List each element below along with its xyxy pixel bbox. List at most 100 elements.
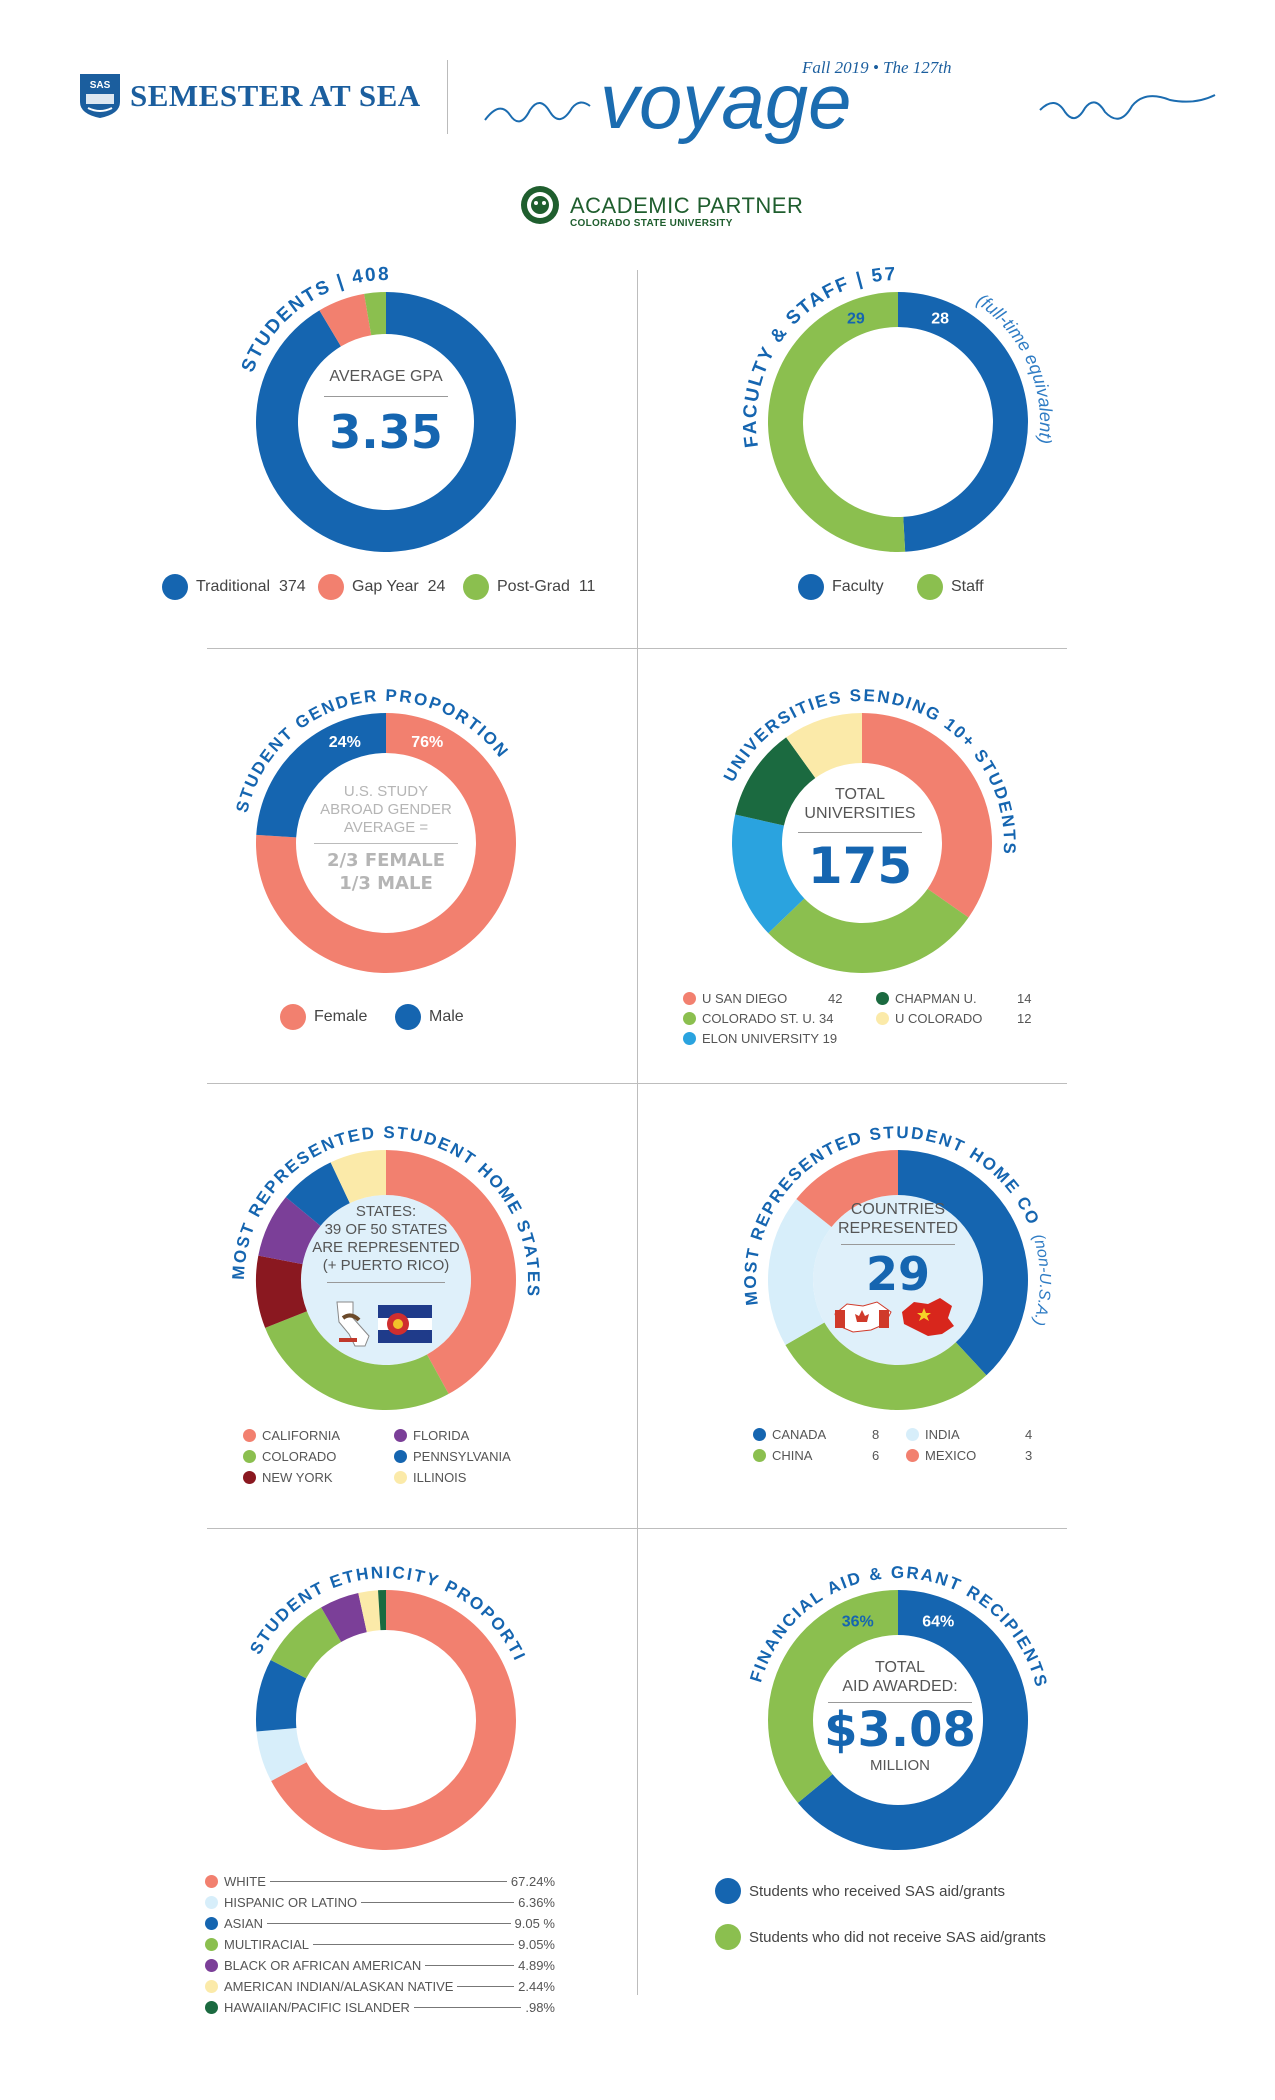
gender-center-bold: 2/3 FEMALE bbox=[326, 850, 446, 871]
voyage-script: voyage bbox=[480, 57, 1220, 150]
legend-canada: CANADA 8 bbox=[753, 1427, 879, 1442]
legend-dot bbox=[205, 1896, 218, 1909]
legend-chapman: CHAPMAN U. 14 bbox=[876, 991, 1031, 1006]
students-slice-0 bbox=[256, 292, 516, 552]
legend-ucolorado: U COLORADO 12 bbox=[876, 1011, 1031, 1026]
legend-value: 34 bbox=[819, 1011, 834, 1026]
legend-value: 6 bbox=[872, 1448, 880, 1463]
states-slice-3 bbox=[258, 1197, 321, 1265]
legend-dot bbox=[205, 1980, 218, 1993]
legend-china: CHINA 6 bbox=[753, 1448, 879, 1463]
legend-leader-line bbox=[269, 1881, 507, 1882]
legend-dot bbox=[906, 1449, 919, 1462]
legend-usd: U SAN DIEGO 42 bbox=[683, 991, 842, 1006]
ethnicity-slice-5 bbox=[358, 1590, 381, 1633]
legend-label: Male bbox=[429, 1008, 464, 1025]
grid-h1 bbox=[207, 648, 1067, 649]
legend-dot bbox=[205, 1959, 218, 1972]
aid-slice-0 bbox=[797, 1590, 1028, 1850]
legend-dot bbox=[318, 574, 344, 600]
legend-label: WHITE bbox=[224, 1874, 266, 1889]
grid-h3 bbox=[207, 1528, 1067, 1529]
legend-label: Gap Year bbox=[352, 578, 419, 595]
legend-leader-line bbox=[267, 1923, 511, 1924]
countries-slice-2 bbox=[768, 1198, 832, 1345]
legend-staff: Staff bbox=[917, 574, 984, 600]
sas-logo-badge: SAS bbox=[78, 72, 122, 120]
legend-value: 14 bbox=[1017, 991, 1032, 1006]
aid-center-unit: MILLION bbox=[869, 1757, 930, 1774]
legend-value: .98% bbox=[525, 2000, 555, 2015]
legend-faculty: Faculty bbox=[798, 574, 884, 600]
legend-value: 9.05 % bbox=[514, 1916, 555, 1931]
legend-label: BLACK OR AFRICAN AMERICAN bbox=[224, 1958, 422, 1973]
gender-center-line: ABROAD GENDER bbox=[320, 801, 452, 818]
gender-center-line: U.S. STUDY bbox=[343, 783, 429, 800]
states-slice-1 bbox=[265, 1311, 449, 1410]
legend-label: Students who received SAS aid/grants bbox=[749, 1882, 1005, 1900]
legend-dot bbox=[715, 1924, 741, 1950]
legend-label: Post-Grad bbox=[497, 578, 570, 595]
legend-dot bbox=[394, 1471, 407, 1484]
legend-value: 9.05% bbox=[518, 1937, 555, 1952]
legend-label: FLORIDA bbox=[413, 1428, 470, 1443]
legend-label: INDIA bbox=[925, 1427, 960, 1442]
voyage-subtitle: Fall 2019 • The 127th bbox=[802, 58, 952, 77]
aid-center: TOTAL AID AWARDED: $3.08 MILLION bbox=[820, 1658, 980, 1774]
legend-csu: COLORADO ST. U. 34 bbox=[683, 1011, 834, 1026]
states-slice-2 bbox=[255, 1255, 307, 1328]
universities-slice-0 bbox=[862, 713, 992, 918]
universities-slice-2 bbox=[731, 814, 805, 934]
ethnicity-slice-4 bbox=[321, 1592, 367, 1642]
ethnicity-legend: WHITE 67.24% HISPANIC OR LATINO 6.36% ASIAN 9… bbox=[205, 1871, 555, 2018]
gender-slice-0 bbox=[256, 713, 516, 973]
legend-value: 67.24% bbox=[510, 1874, 555, 1889]
legend-dot bbox=[876, 992, 889, 1005]
ethnicity-slice-2 bbox=[256, 1659, 307, 1732]
faculty-slice-1 bbox=[768, 292, 906, 552]
students-gpa: 3.35 bbox=[329, 405, 443, 459]
legend-label: ELON UNIVERSITY bbox=[702, 1031, 820, 1046]
legend-label: Students who did not receive SAS aid/gra… bbox=[749, 1928, 1046, 1946]
legend-mexico: MEXICO 3 bbox=[906, 1448, 1032, 1463]
legend-dot bbox=[463, 574, 489, 600]
legend-leader-line bbox=[313, 1944, 515, 1945]
brand-name: SEMESTER AT SEA bbox=[130, 78, 421, 113]
countries-total: 29 bbox=[865, 1247, 930, 1301]
countries-slice-1 bbox=[785, 1322, 987, 1411]
legend-label: U SAN DIEGO bbox=[702, 991, 788, 1006]
california-flag-icon bbox=[335, 1300, 373, 1348]
csu-ram-logo bbox=[520, 185, 560, 225]
ethnicity-legend-row: HAWAIIAN/PACIFIC ISLANDER .98% bbox=[205, 1997, 555, 2018]
legend-dot bbox=[243, 1471, 256, 1484]
ethnicity-legend-row: WHITE 67.24% bbox=[205, 1871, 555, 1892]
legend-leader-line bbox=[413, 2007, 522, 2008]
legend-value: 3 bbox=[1025, 1448, 1033, 1463]
aid-slice-1 bbox=[767, 1590, 898, 1803]
legend-dot bbox=[162, 574, 188, 600]
legend-dot bbox=[205, 1938, 218, 1951]
legend-gap-year: Gap Year 24 bbox=[318, 574, 445, 600]
gender-arc-label-0: 76% bbox=[411, 734, 443, 751]
legend-leader-line bbox=[457, 1986, 515, 1987]
legend-dot bbox=[753, 1449, 766, 1462]
students-slice-2 bbox=[364, 292, 386, 336]
legend-dot bbox=[906, 1428, 919, 1441]
ethnicity-legend-row: MULTIRACIAL 9.05% bbox=[205, 1934, 555, 1955]
gender-slice-1 bbox=[256, 713, 386, 838]
ethnicity-legend-row: AMERICAN INDIAN/ALASKAN NATIVE 2.44% bbox=[205, 1976, 555, 1997]
faculty-slice-0 bbox=[898, 292, 1029, 552]
legend-elon: ELON UNIVERSITY 19 bbox=[683, 1031, 837, 1046]
gender-center: U.S. STUDY ABROAD GENDER AVERAGE = 2/3 F… bbox=[300, 783, 472, 895]
partner-label: ACADEMIC PARTNER bbox=[570, 193, 804, 218]
students-slice-1 bbox=[319, 293, 372, 347]
universities-center: TOTAL UNIVERSITIES 175 bbox=[790, 785, 930, 895]
aid-total-value: $3.08 bbox=[824, 1702, 976, 1758]
legend-label: ILLINOIS bbox=[413, 1470, 467, 1485]
legend-label: ASIAN bbox=[224, 1916, 264, 1931]
china-flag-icon bbox=[898, 1296, 956, 1338]
legend-dot bbox=[876, 1012, 889, 1025]
legend-traditional: Traditional 374 bbox=[162, 574, 306, 600]
legend-label: U COLORADO bbox=[895, 1011, 983, 1026]
